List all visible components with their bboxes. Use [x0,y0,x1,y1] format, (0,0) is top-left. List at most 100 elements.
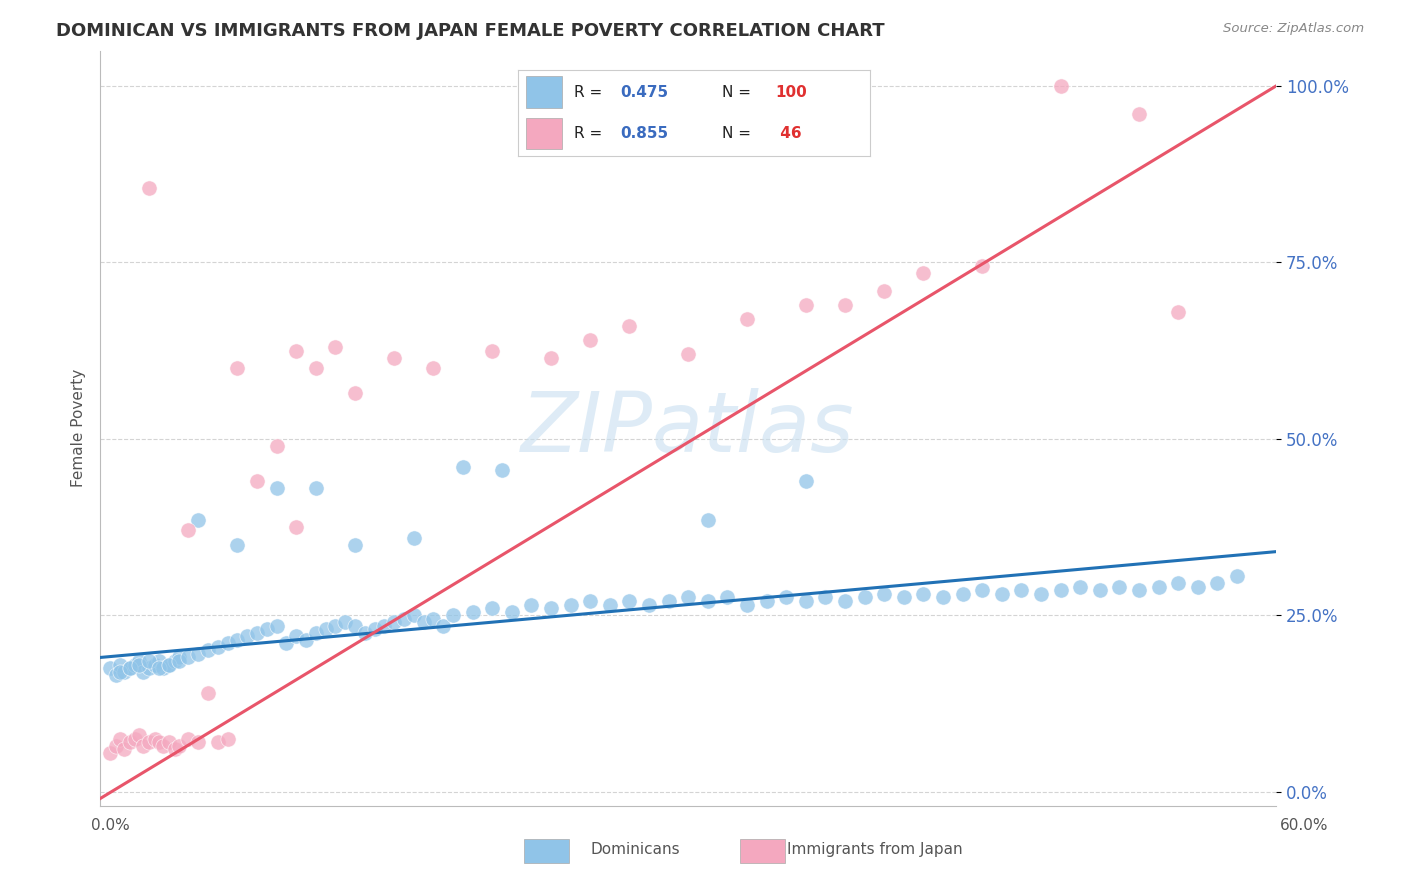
Point [422,612,444,626]
Point [187,513,209,527]
Point [138,661,160,675]
Point [197,686,219,700]
Point [315,622,337,636]
Point [128,657,150,672]
Point [1206,576,1229,591]
Point [373,618,395,632]
Point [207,640,229,654]
Point [422,361,444,376]
Point [481,601,503,615]
Point [952,587,974,601]
Point [246,474,269,488]
Point [98,746,121,760]
Point [256,622,278,636]
Point [491,463,513,477]
Point [177,524,200,538]
Text: Source: ZipAtlas.com: Source: ZipAtlas.com [1223,22,1364,36]
Point [323,340,346,354]
Point [152,661,174,675]
Point [657,594,679,608]
Point [343,385,366,400]
Point [323,618,346,632]
Point [932,591,955,605]
Point [1128,583,1150,598]
Point [132,665,155,679]
Point [305,481,328,495]
Point [579,594,602,608]
Point [157,735,180,749]
Point [451,460,474,475]
Point [814,591,837,605]
Point [112,665,135,679]
Point [305,625,328,640]
Point [305,361,328,376]
Point [755,594,778,608]
Point [138,735,160,749]
Point [138,181,160,195]
Point [217,636,239,650]
Point [735,598,758,612]
Point [972,583,994,598]
Point [834,298,856,312]
Text: Immigrants from Japan: Immigrants from Japan [787,842,963,856]
Point [1128,107,1150,121]
Point [128,654,150,668]
Point [794,474,817,488]
Point [112,742,135,756]
Point [167,654,190,668]
Point [775,591,797,605]
Point [217,731,239,746]
Point [207,735,229,749]
Point [402,531,425,545]
Point [1049,78,1071,93]
Point [226,632,249,647]
Point [197,643,219,657]
Point [163,654,186,668]
Point [104,739,127,753]
Point [157,657,180,672]
Point [148,661,170,675]
Point [619,594,641,608]
Point [696,513,718,527]
Point [187,647,209,661]
Text: DOMINICAN VS IMMIGRANTS FROM JAPAN FEMALE POVERTY CORRELATION CHART: DOMINICAN VS IMMIGRANTS FROM JAPAN FEMAL… [56,22,884,40]
Point [108,731,131,746]
Point [853,591,876,605]
Point [285,520,308,534]
Point [108,665,131,679]
Point [696,594,718,608]
Point [1108,580,1130,594]
Point [157,657,180,672]
Point [735,311,758,326]
Point [912,587,935,601]
Point [1226,569,1249,583]
Point [148,735,170,749]
Point [560,598,582,612]
Point [1029,587,1052,601]
Point [108,657,131,672]
Point [128,728,150,742]
Text: 0.0%: 0.0% [91,818,131,832]
Point [285,343,308,358]
Point [1049,583,1071,598]
Point [432,618,454,632]
Point [266,618,288,632]
Point [118,661,141,675]
Point [481,343,503,358]
Point [167,650,190,665]
Y-axis label: Female Poverty: Female Poverty [72,369,86,487]
Point [167,739,190,753]
Point [1010,583,1032,598]
Point [441,608,464,623]
Point [104,668,127,682]
Point [295,632,318,647]
Point [226,361,249,376]
Point [363,622,385,636]
Point [834,594,856,608]
Point [1147,580,1170,594]
Point [118,735,141,749]
Point [579,333,602,347]
Point [143,657,166,672]
Point [177,650,200,665]
Point [972,259,994,273]
